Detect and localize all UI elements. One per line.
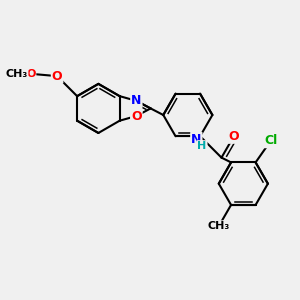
- Text: N: N: [131, 94, 142, 107]
- Text: O: O: [26, 69, 35, 79]
- Text: Cl: Cl: [264, 134, 278, 147]
- Text: O: O: [52, 70, 62, 83]
- Text: N: N: [191, 133, 202, 146]
- Text: O: O: [228, 130, 239, 143]
- Text: CH₃: CH₃: [5, 69, 28, 79]
- Text: H: H: [197, 141, 207, 151]
- Text: O: O: [131, 110, 142, 122]
- Text: CH₃: CH₃: [208, 221, 230, 231]
